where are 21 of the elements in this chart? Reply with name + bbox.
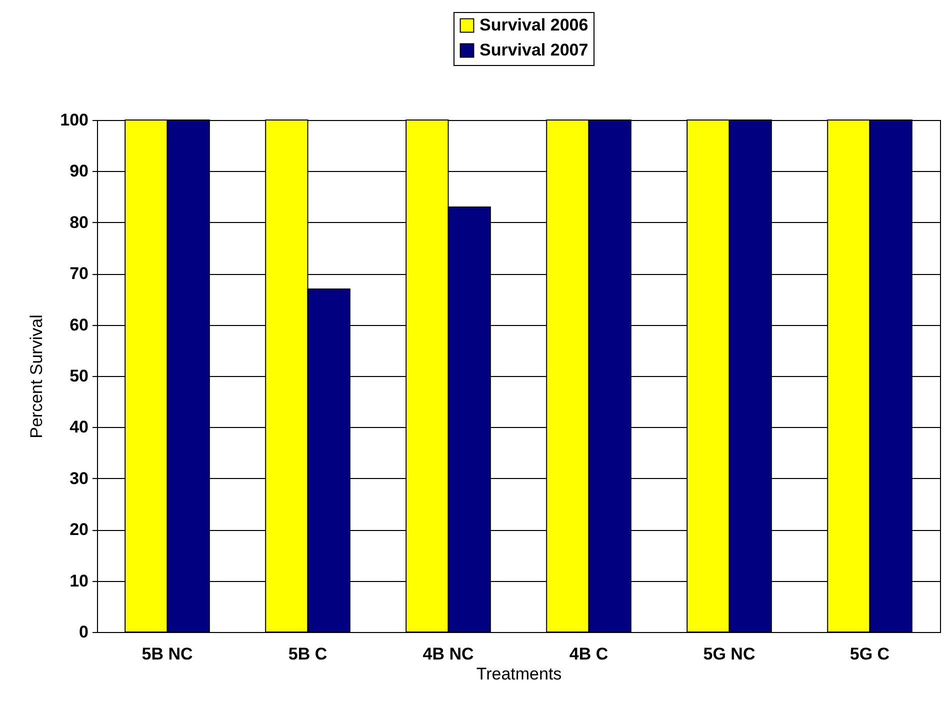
y-axis-title: Percent Survival [27,314,46,438]
x-tick-label: 5G NC [703,644,756,664]
y-tick-label: 90 [70,162,88,181]
y-tick-label: 20 [70,520,88,540]
y-tick-label: 40 [70,418,88,437]
y-tick-label: 100 [60,110,88,130]
y-tick-label: 10 [70,571,88,590]
x-tick-label: 4B NC [422,644,474,664]
x-tick-label: 4B C [569,644,608,664]
x-tick-label: 5B C [288,644,328,664]
y-tick-label: 60 [70,315,88,334]
legend-label: Survival 2007 [480,40,588,60]
x-axis-title: Treatments [476,664,562,684]
y-tick-label: 30 [70,468,88,488]
y-tick-label: 0 [79,622,88,642]
y-tick-label: 50 [70,366,88,386]
x-tick-label: 5B NC [142,644,193,664]
x-tick-label: 5G C [850,644,890,664]
y-tick-label: 70 [70,264,88,284]
y-tick-label: 80 [70,212,88,232]
legend-label: Survival 2006 [480,16,588,34]
